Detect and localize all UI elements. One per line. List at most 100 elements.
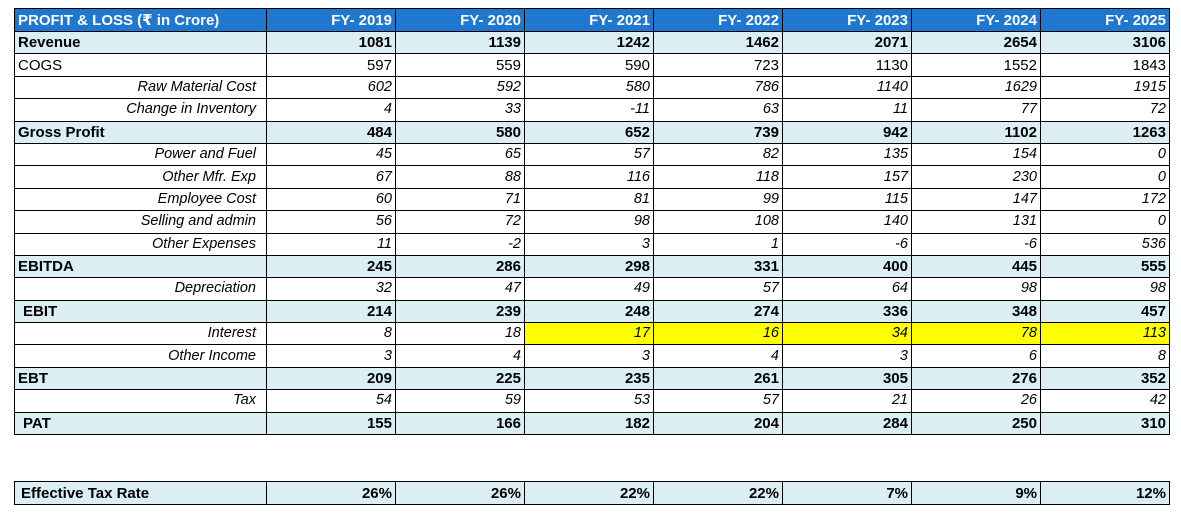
value-cell: 16 xyxy=(653,322,783,346)
value-cell: 786 xyxy=(653,75,783,100)
table-title: PROFIT & LOSS (₹ in Crore) xyxy=(14,8,267,32)
value-cell: 4 xyxy=(395,344,525,368)
value-cell: 261 xyxy=(653,366,783,391)
row-label: Employee Cost xyxy=(14,187,267,212)
value-cell: 57 xyxy=(653,277,783,301)
row-label: EBIT xyxy=(14,299,267,324)
value-cell: 3 xyxy=(524,344,654,368)
value-cell: 723 xyxy=(653,53,783,77)
value-cell: 1552 xyxy=(911,53,1041,77)
value-cell: 230 xyxy=(911,165,1041,189)
row-label: Other Mfr. Exp xyxy=(14,165,267,189)
value-cell: 155 xyxy=(266,411,396,436)
table-row: Depreciation 32 47 49 57 64 98 98 xyxy=(14,277,1170,301)
value-cell: 98 xyxy=(1040,277,1170,301)
value-cell: 42 xyxy=(1040,389,1170,413)
value-cell: 2071 xyxy=(782,30,912,55)
table-row: Employee Cost 60 71 81 99 115 147 172 xyxy=(14,187,1170,212)
value-cell: 56 xyxy=(266,210,396,234)
value-cell: 63 xyxy=(653,98,783,122)
table-row: Raw Material Cost 602 592 580 786 1140 1629 191… xyxy=(14,75,1170,100)
row-label: Effective Tax Rate xyxy=(14,481,267,505)
value-cell: 57 xyxy=(524,142,654,167)
row-label: EBT xyxy=(14,366,267,391)
value-cell: 239 xyxy=(395,299,525,324)
value-cell: 182 xyxy=(524,411,654,436)
value-cell: 204 xyxy=(653,411,783,436)
value-cell: 118 xyxy=(653,165,783,189)
value-cell: 225 xyxy=(395,366,525,391)
value-cell: 11 xyxy=(266,232,396,256)
value-cell: 1242 xyxy=(524,30,654,55)
value-cell: 555 xyxy=(1040,254,1170,279)
tax-rate-cell: 22% xyxy=(653,481,783,505)
value-cell: 64 xyxy=(782,277,912,301)
value-cell: 1139 xyxy=(395,30,525,55)
value-cell: 11 xyxy=(782,98,912,122)
table-row: Revenue 1081 1139 1242 1462 2071 2654 3106 xyxy=(14,30,1170,55)
value-cell: 60 xyxy=(266,187,396,212)
tax-rate-cell: 9% xyxy=(911,481,1041,505)
value-cell: 209 xyxy=(266,366,396,391)
value-cell: 284 xyxy=(782,411,912,436)
value-cell: 484 xyxy=(266,120,396,144)
value-cell: 602 xyxy=(266,75,396,100)
table-row: EBT 209 225 235 261 305 276 352 xyxy=(14,366,1170,391)
year-header: FY- 2022 xyxy=(653,8,783,32)
table-row: Selling and admin 56 72 98 108 140 131 0 xyxy=(14,210,1170,234)
value-cell: 1081 xyxy=(266,30,396,55)
value-cell: 2654 xyxy=(911,30,1041,55)
value-cell: 274 xyxy=(653,299,783,324)
value-cell: 18 xyxy=(395,322,525,346)
value-cell: 67 xyxy=(266,165,396,189)
value-cell: 331 xyxy=(653,254,783,279)
tax-rate-cell: 7% xyxy=(782,481,912,505)
value-cell: 21 xyxy=(782,389,912,413)
value-cell: 580 xyxy=(524,75,654,100)
value-cell: 457 xyxy=(1040,299,1170,324)
value-cell: 71 xyxy=(395,187,525,212)
table-row: EBITDA 245 286 298 331 400 445 555 xyxy=(14,254,1170,279)
table-row: Tax 54 59 53 57 21 26 42 xyxy=(14,389,1170,413)
value-cell: 590 xyxy=(524,53,654,77)
value-cell: 116 xyxy=(524,165,654,189)
value-cell: -6 xyxy=(782,232,912,256)
value-cell: 336 xyxy=(782,299,912,324)
value-cell: 1629 xyxy=(911,75,1041,100)
value-cell: 34 xyxy=(782,322,912,346)
value-cell: -2 xyxy=(395,232,525,256)
value-cell: 8 xyxy=(266,322,396,346)
value-cell: 1915 xyxy=(1040,75,1170,100)
value-cell: 166 xyxy=(395,411,525,436)
value-cell: 54 xyxy=(266,389,396,413)
value-cell: 1102 xyxy=(911,120,1041,144)
value-cell: 352 xyxy=(1040,366,1170,391)
profit-loss-table: PROFIT & LOSS (₹ in Crore) FY- 2019 FY- … xyxy=(14,8,1170,436)
value-cell: 298 xyxy=(524,254,654,279)
row-label: Raw Material Cost xyxy=(14,75,267,100)
value-cell: 33 xyxy=(395,98,525,122)
value-cell: 17 xyxy=(524,322,654,346)
value-cell: 1462 xyxy=(653,30,783,55)
value-cell: -11 xyxy=(524,98,654,122)
value-cell: 1130 xyxy=(782,53,912,77)
table-row: Other Income 3 4 3 4 3 6 8 xyxy=(14,344,1170,368)
value-cell: 597 xyxy=(266,53,396,77)
value-cell: 172 xyxy=(1040,187,1170,212)
value-cell: 3 xyxy=(782,344,912,368)
value-cell: 131 xyxy=(911,210,1041,234)
table-row: Other Mfr. Exp 67 88 116 118 157 230 0 xyxy=(14,165,1170,189)
value-cell: 4 xyxy=(266,98,396,122)
value-cell: 57 xyxy=(653,389,783,413)
value-cell: 1263 xyxy=(1040,120,1170,144)
value-cell: 4 xyxy=(653,344,783,368)
row-label: Gross Profit xyxy=(14,120,267,144)
year-header: FY- 2020 xyxy=(395,8,525,32)
row-label: Power and Fuel xyxy=(14,142,267,167)
value-cell: 248 xyxy=(524,299,654,324)
table-row: Interest 8 18 17 16 34 78 113 xyxy=(14,322,1170,346)
table-row: COGS 597 559 590 723 1130 1552 1843 xyxy=(14,53,1170,77)
value-cell: 147 xyxy=(911,187,1041,212)
value-cell: 286 xyxy=(395,254,525,279)
value-cell: 78 xyxy=(911,322,1041,346)
